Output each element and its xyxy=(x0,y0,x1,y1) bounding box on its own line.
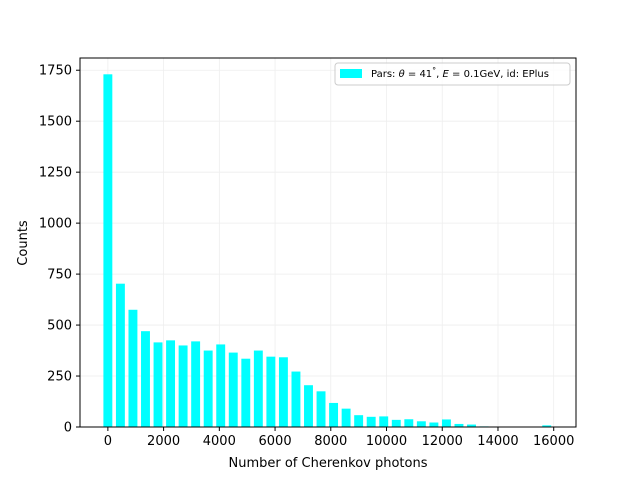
legend: Pars: θ = 41°, E = 0.1GeV, id: EPlus xyxy=(334,62,571,86)
bar xyxy=(103,74,113,428)
legend-energy-symbol: E xyxy=(443,69,450,80)
y-tick-label: 1250 xyxy=(39,166,72,181)
bar xyxy=(228,352,238,427)
bar xyxy=(467,424,476,427)
bar xyxy=(203,350,213,427)
bar xyxy=(153,342,163,427)
x-tick-label: 14000 xyxy=(477,434,518,449)
bar xyxy=(253,350,263,427)
y-tick-label: 1750 xyxy=(39,64,72,79)
x-axis-label: Number of Cherenkov photons xyxy=(229,456,428,471)
bar xyxy=(391,419,401,427)
y-tick-label: 1500 xyxy=(39,115,72,130)
x-tick-label: 16000 xyxy=(533,434,574,449)
bar xyxy=(141,331,150,427)
bar xyxy=(278,357,288,427)
bar xyxy=(291,371,301,427)
y-axis-label: Counts xyxy=(16,220,31,266)
bar xyxy=(115,283,125,427)
plot-frame xyxy=(79,57,577,428)
bar xyxy=(304,385,313,427)
legend-sep: , xyxy=(436,69,442,80)
x-tick-label: 12000 xyxy=(422,434,463,449)
bar xyxy=(441,419,451,427)
bar xyxy=(379,416,389,427)
y-tick-label: 1000 xyxy=(39,217,72,232)
x-axis: 0 2000 4000 6000 8000 10000 12000 14000 16000 xyxy=(104,427,574,449)
bar xyxy=(404,419,414,427)
bar xyxy=(366,416,376,427)
x-tick-label: 8000 xyxy=(314,434,347,449)
bar xyxy=(316,391,326,427)
legend-theta-value: = 41 xyxy=(405,69,432,80)
bars xyxy=(103,74,552,428)
bar xyxy=(429,422,439,427)
bar xyxy=(542,425,552,427)
legend-entry: Pars: θ = 41°, E = 0.1GeV, id: EPlus xyxy=(371,66,549,80)
bar xyxy=(266,356,276,427)
legend-box xyxy=(334,62,571,86)
y-axis: 0 250 500 750 1000 1250 1500 1750 xyxy=(39,64,80,436)
x-tick-label: 10000 xyxy=(366,434,407,449)
y-tick-label: 500 xyxy=(47,319,72,334)
x-tick-label: 0 xyxy=(104,434,112,449)
x-tick-label: 6000 xyxy=(259,434,292,449)
legend-degree: ° xyxy=(432,66,436,75)
bar xyxy=(416,421,426,427)
legend-swatch xyxy=(340,69,362,78)
y-tick-label: 250 xyxy=(47,370,72,385)
bar xyxy=(341,408,351,427)
x-tick-label: 2000 xyxy=(147,434,180,449)
y-tick-label: 0 xyxy=(64,421,72,436)
legend-theta-symbol: θ xyxy=(399,69,405,80)
bar xyxy=(454,423,464,427)
bar xyxy=(128,309,138,427)
bar xyxy=(354,415,364,427)
bar xyxy=(166,340,176,427)
bar xyxy=(216,344,226,427)
legend-prefix: Pars: xyxy=(371,69,399,80)
bar xyxy=(241,358,251,427)
legend-energy-value: = 0.1GeV, id: EPlus xyxy=(449,69,549,80)
x-tick-label: 4000 xyxy=(203,434,236,449)
bar xyxy=(329,402,339,427)
bar xyxy=(191,341,201,427)
y-tick-label: 750 xyxy=(47,268,72,283)
bar xyxy=(178,345,188,427)
